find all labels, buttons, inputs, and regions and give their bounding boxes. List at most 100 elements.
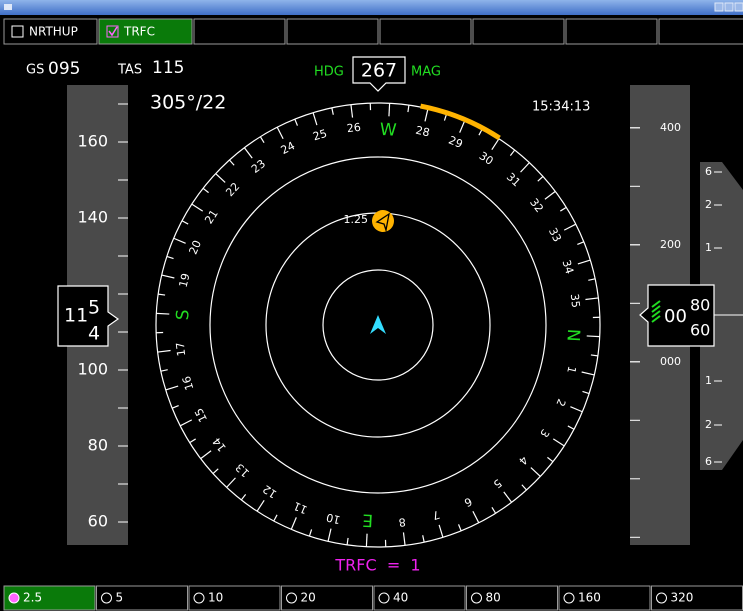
compass-tick xyxy=(503,491,513,503)
radio[interactable] xyxy=(656,592,667,604)
speed-tick-label: 160 xyxy=(77,132,108,151)
compass-tick xyxy=(563,223,577,231)
compass-tick xyxy=(181,220,189,225)
altitude-box xyxy=(639,284,715,347)
toolbar-label[interactable]: TRFC xyxy=(123,25,155,39)
compass-tick xyxy=(240,494,247,501)
range-label[interactable]: 5 xyxy=(116,591,124,605)
compass-label: 12 xyxy=(260,482,279,501)
compass-tick xyxy=(590,354,598,357)
hdg-label: HDG xyxy=(314,65,344,80)
traffic-arrow xyxy=(375,212,390,233)
compass-tick xyxy=(577,259,591,265)
compass-label: 34 xyxy=(560,258,577,275)
compass-tick xyxy=(161,274,175,279)
toolbar-cell xyxy=(193,18,286,45)
track-arc xyxy=(420,103,501,141)
maximize-button[interactable] xyxy=(724,2,734,12)
wind: 305°/22 xyxy=(150,92,226,114)
heading-value: 267 xyxy=(361,60,397,82)
alt-hatch xyxy=(651,315,661,323)
window-menu[interactable] xyxy=(4,4,12,10)
range-label[interactable]: 10 xyxy=(208,591,223,605)
compass-tick xyxy=(552,438,565,447)
range-label[interactable]: 40 xyxy=(393,591,408,605)
toolbar-cell[interactable] xyxy=(3,18,98,45)
radio[interactable] xyxy=(471,592,482,604)
radio[interactable] xyxy=(286,592,297,604)
compass-tick xyxy=(166,255,174,260)
range-label[interactable]: 80 xyxy=(486,591,501,605)
vsi-label: 2 xyxy=(705,418,712,431)
compass-label: 26 xyxy=(346,121,361,136)
speed-tick-label: 60 xyxy=(88,512,108,531)
toolbar-label[interactable]: NRTHUP xyxy=(29,25,78,39)
altitude-tick-label: 000 xyxy=(660,355,681,368)
checkbox[interactable] xyxy=(11,25,24,38)
close-button[interactable] xyxy=(734,2,743,12)
radio[interactable] xyxy=(563,592,575,604)
range-label[interactable]: 320 xyxy=(671,591,694,605)
compass-label: 25 xyxy=(311,127,328,144)
compass-tick xyxy=(537,176,544,182)
compass-tick xyxy=(582,390,590,395)
compass-tick xyxy=(308,529,313,537)
compass-tick xyxy=(438,524,444,538)
altitude-tick-label: 400 xyxy=(660,121,681,134)
compass-tick xyxy=(424,108,429,122)
heading-box xyxy=(352,56,406,92)
speed-tick-label: 80 xyxy=(88,436,108,455)
traffic-summary: TRFC = 1 xyxy=(334,556,420,575)
title-bar xyxy=(0,0,743,15)
range-ring xyxy=(155,102,601,548)
traffic-symbol xyxy=(372,210,394,232)
alt-hatch xyxy=(651,305,661,313)
speed-box xyxy=(57,285,120,347)
compass-tick xyxy=(388,103,391,117)
compass-tick xyxy=(530,467,541,477)
range-button[interactable] xyxy=(466,585,558,611)
time: 15:34:13 xyxy=(532,100,590,115)
range-button[interactable] xyxy=(96,585,188,611)
range-button[interactable] xyxy=(558,585,651,611)
vsi-label: 1 xyxy=(705,374,712,387)
compass-tick xyxy=(276,126,284,140)
range-ring xyxy=(209,156,547,494)
range-label[interactable]: 160 xyxy=(578,591,601,605)
compass-label: 2 xyxy=(553,397,568,409)
range-button[interactable] xyxy=(651,585,743,611)
radio[interactable] xyxy=(193,592,205,604)
compass-tick xyxy=(312,112,318,126)
compass-label: 15 xyxy=(192,406,210,424)
compass-tick xyxy=(229,159,235,166)
range-button[interactable] xyxy=(281,585,373,611)
compass-tick xyxy=(200,450,212,460)
range-button[interactable] xyxy=(188,585,281,611)
radio[interactable] xyxy=(101,592,112,604)
compass-label: 10 xyxy=(325,511,342,527)
compass-cardinal: W xyxy=(379,120,397,141)
compass-label: 19 xyxy=(177,272,193,289)
compass-tick xyxy=(491,138,500,151)
traffic-label: 1.25 xyxy=(344,213,369,226)
compass-tick xyxy=(350,104,354,118)
compass-tick xyxy=(365,533,368,547)
toolbar-cell xyxy=(658,18,743,45)
checkbox[interactable] xyxy=(106,25,119,38)
range-label[interactable]: 2.5 xyxy=(23,591,42,605)
minimize-button[interactable] xyxy=(714,2,724,12)
compass-label: 33 xyxy=(546,226,564,244)
range-button[interactable] xyxy=(373,585,466,611)
speed-tick-label: 100 xyxy=(77,360,108,379)
compass-tick xyxy=(158,293,166,296)
radio[interactable] xyxy=(378,592,390,604)
radio[interactable] xyxy=(8,592,20,604)
altitude-drum: 60 xyxy=(690,321,710,340)
range-label[interactable]: 20 xyxy=(301,591,316,605)
toolbar-cell xyxy=(472,18,565,45)
alt-hatch xyxy=(651,300,661,308)
compass-tick xyxy=(160,369,168,372)
compass-tick xyxy=(521,484,527,491)
compass-tick xyxy=(588,278,596,281)
